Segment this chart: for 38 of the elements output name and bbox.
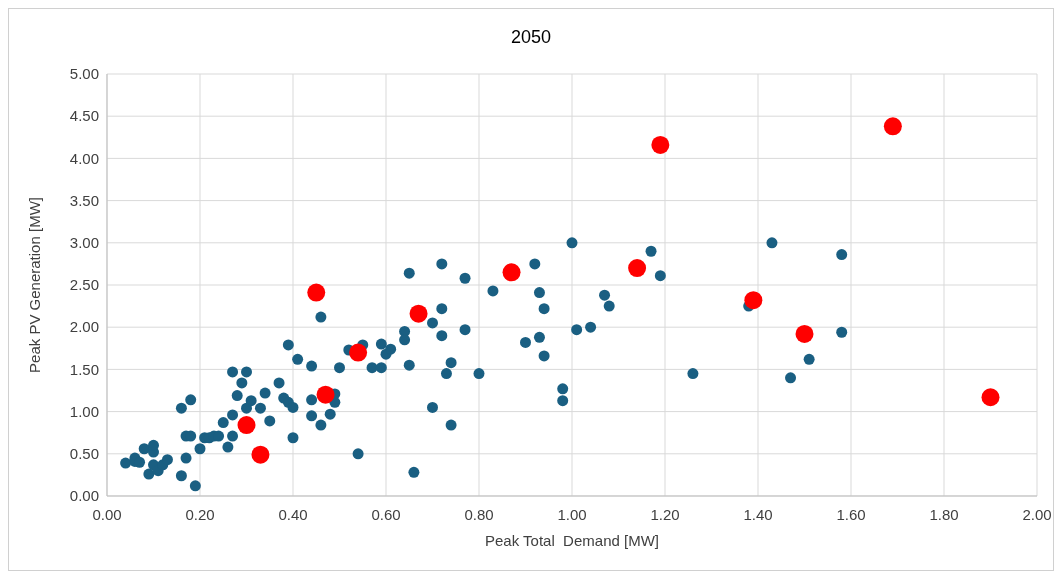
- x-tick-label: 1.80: [929, 506, 959, 523]
- y-tick-label: 3.00: [69, 234, 99, 252]
- point: [502, 263, 521, 282]
- x-tick-label: 1.40: [743, 506, 773, 523]
- y-tick-label: 2.50: [69, 276, 99, 294]
- y-tick-label: 2.00: [69, 318, 99, 336]
- x-tick-label: 1.00: [557, 506, 587, 523]
- point: [883, 117, 902, 136]
- chart-title: 2050: [510, 27, 552, 47]
- y-tick-label: 0.00: [69, 487, 99, 505]
- x-tick-label: 1.20: [650, 506, 680, 523]
- y-tick-label: 5.00: [69, 65, 99, 83]
- x-tick-label: 1.60: [836, 506, 866, 523]
- y-tick-label: 3.50: [69, 191, 99, 209]
- x-tick-label: 0.60: [371, 506, 401, 523]
- y-tick-label: 0.50: [69, 445, 99, 463]
- point: [628, 259, 647, 278]
- point: [316, 385, 335, 404]
- y-axis-title: Peak PV Generation [MW]: [26, 197, 43, 373]
- point: [237, 416, 256, 435]
- x-tick-label: 0.20: [185, 506, 215, 523]
- point: [409, 304, 428, 323]
- point: [349, 343, 368, 362]
- x-axis-title: Peak Total Demand [MW]: [485, 532, 659, 549]
- point: [744, 291, 763, 310]
- x-tick-label: 0.80: [464, 506, 494, 523]
- x-tick-label: 2.00: [1022, 506, 1052, 523]
- y-tick-label: 1.50: [69, 360, 99, 378]
- x-tick-label: 0.40: [278, 506, 308, 523]
- y-tick-label: 4.50: [69, 107, 99, 125]
- point: [795, 324, 814, 343]
- y-tick-label: 1.00: [69, 402, 99, 420]
- y-tick-label: 4.00: [69, 149, 99, 167]
- point: [981, 388, 1000, 407]
- point: [307, 283, 326, 302]
- x-tick-label: 0.00: [92, 506, 122, 523]
- point: [251, 445, 270, 464]
- point: [651, 135, 670, 154]
